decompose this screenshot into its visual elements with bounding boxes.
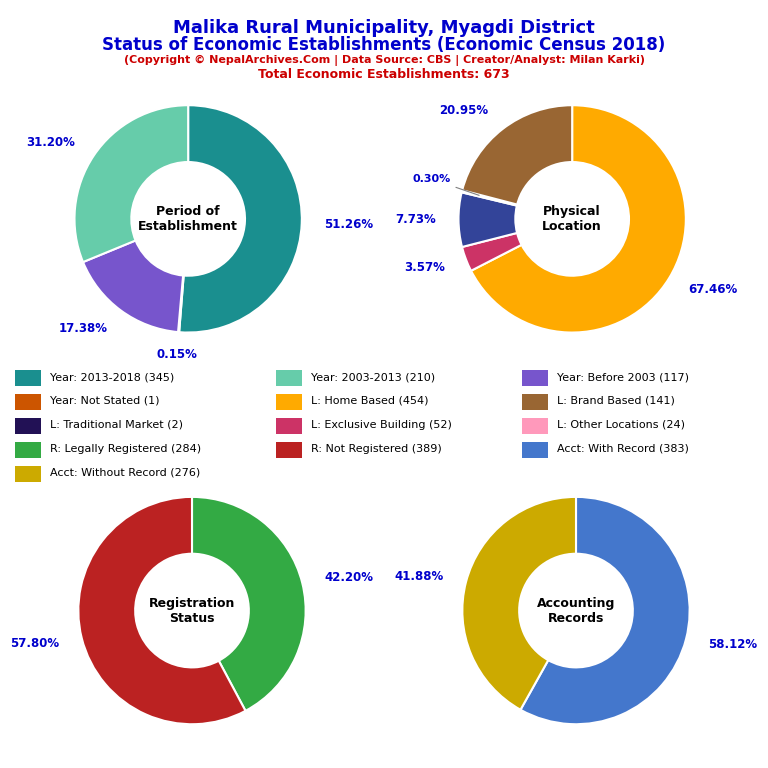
Text: 0.30%: 0.30%: [412, 174, 479, 195]
Wedge shape: [462, 233, 521, 271]
Text: Year: 2013-2018 (345): Year: 2013-2018 (345): [50, 372, 174, 382]
Text: 7.73%: 7.73%: [395, 214, 435, 227]
Wedge shape: [83, 240, 183, 332]
Text: 42.20%: 42.20%: [324, 571, 373, 584]
Bar: [522, 370, 548, 386]
Text: Status of Economic Establishments (Economic Census 2018): Status of Economic Establishments (Econo…: [102, 36, 666, 54]
Wedge shape: [471, 105, 686, 333]
Text: 57.80%: 57.80%: [11, 637, 60, 650]
Bar: [15, 442, 41, 458]
Wedge shape: [521, 497, 690, 724]
Text: Year: Before 2003 (117): Year: Before 2003 (117): [557, 372, 689, 382]
Text: 31.20%: 31.20%: [26, 137, 74, 150]
Bar: [15, 419, 41, 434]
Text: L: Home Based (454): L: Home Based (454): [311, 396, 429, 406]
Wedge shape: [458, 192, 517, 247]
Text: 67.46%: 67.46%: [689, 283, 738, 296]
Text: L: Other Locations (24): L: Other Locations (24): [557, 420, 685, 430]
Bar: [522, 442, 548, 458]
Bar: [15, 394, 41, 410]
Text: Malika Rural Municipality, Myagdi District: Malika Rural Municipality, Myagdi Distri…: [173, 19, 595, 37]
Bar: [522, 419, 548, 434]
Bar: [276, 394, 302, 410]
Text: Total Economic Establishments: 673: Total Economic Establishments: 673: [258, 68, 510, 81]
Bar: [276, 419, 302, 434]
Text: 41.88%: 41.88%: [395, 570, 444, 583]
Wedge shape: [462, 497, 576, 710]
Text: 58.12%: 58.12%: [708, 638, 757, 651]
Bar: [15, 466, 41, 482]
Text: L: Exclusive Building (52): L: Exclusive Building (52): [311, 420, 452, 430]
Text: R: Legally Registered (284): R: Legally Registered (284): [50, 444, 201, 454]
Text: (Copyright © NepalArchives.Com | Data Source: CBS | Creator/Analyst: Milan Karki: (Copyright © NepalArchives.Com | Data So…: [124, 55, 644, 65]
Text: 17.38%: 17.38%: [58, 323, 108, 335]
Wedge shape: [178, 276, 184, 333]
Wedge shape: [462, 190, 517, 206]
Text: Accounting
Records: Accounting Records: [537, 597, 615, 624]
Text: Period of
Establishment: Period of Establishment: [138, 205, 238, 233]
Text: Physical
Location: Physical Location: [542, 205, 602, 233]
Bar: [15, 370, 41, 386]
Text: 3.57%: 3.57%: [404, 260, 445, 273]
Bar: [276, 442, 302, 458]
Bar: [522, 394, 548, 410]
Text: L: Brand Based (141): L: Brand Based (141): [557, 396, 674, 406]
Wedge shape: [462, 105, 572, 204]
Text: L: Traditional Market (2): L: Traditional Market (2): [50, 420, 183, 430]
Wedge shape: [74, 105, 188, 262]
Wedge shape: [78, 497, 246, 724]
Text: 51.26%: 51.26%: [324, 218, 373, 231]
Wedge shape: [192, 497, 306, 711]
Text: 20.95%: 20.95%: [439, 104, 488, 118]
Text: Year: Not Stated (1): Year: Not Stated (1): [50, 396, 160, 406]
Text: Acct: Without Record (276): Acct: Without Record (276): [50, 468, 200, 478]
Wedge shape: [179, 105, 302, 333]
Text: Registration
Status: Registration Status: [149, 597, 235, 624]
Text: Year: 2003-2013 (210): Year: 2003-2013 (210): [311, 372, 435, 382]
Text: R: Not Registered (389): R: Not Registered (389): [311, 444, 442, 454]
Text: Acct: With Record (383): Acct: With Record (383): [557, 444, 689, 454]
Bar: [276, 370, 302, 386]
Text: 0.15%: 0.15%: [156, 349, 197, 361]
